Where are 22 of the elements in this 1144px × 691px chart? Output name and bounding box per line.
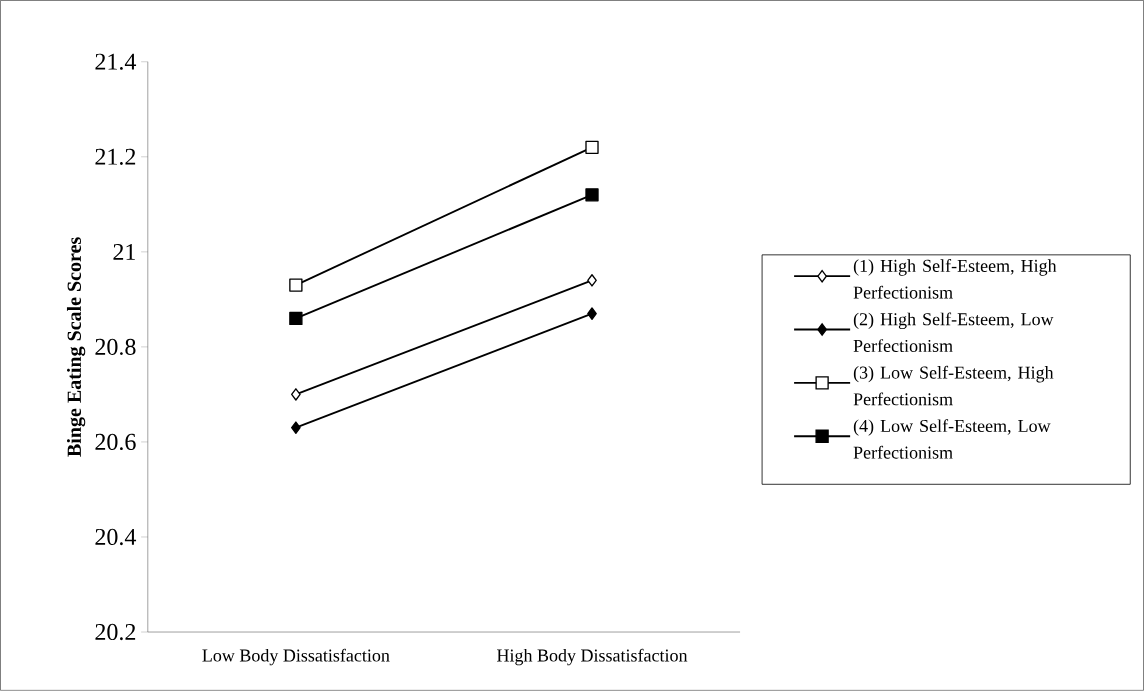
y-tick-label: 20.6 (95, 433, 136, 451)
point (587, 307, 597, 320)
y-tick-label: 20.8 (95, 338, 136, 356)
legend-label: (2) High Self-Esteem, Low Perfectionism (853, 312, 1054, 353)
point (289, 311, 303, 326)
point (291, 421, 301, 435)
point (587, 274, 597, 287)
point (585, 188, 599, 202)
point (291, 388, 301, 401)
y-axis-title: Binge Eating Scale Scores (66, 237, 86, 457)
point (289, 278, 303, 292)
y-tick-label: 21.4 (95, 53, 137, 70)
y-tick-label: 21 (113, 244, 135, 260)
y-tick-label: 21.2 (95, 148, 136, 166)
y-tick-label: 20.2 (95, 623, 136, 641)
legend-label: (1) High Self-Esteem, High Perfectionism (853, 259, 1057, 299)
y-tick-label: 20.4 (95, 528, 137, 546)
legend-label: (4) Low Self-Esteem, Low Perfectionism (853, 419, 1051, 459)
x-tick-label: High Body Dissatisfaction (497, 648, 688, 666)
x-tick-label: Low Body Dissatisfaction (202, 648, 390, 666)
point (585, 140, 599, 155)
legend-label: (3) Low Self-Esteem, High Perfectionism (853, 365, 1054, 406)
